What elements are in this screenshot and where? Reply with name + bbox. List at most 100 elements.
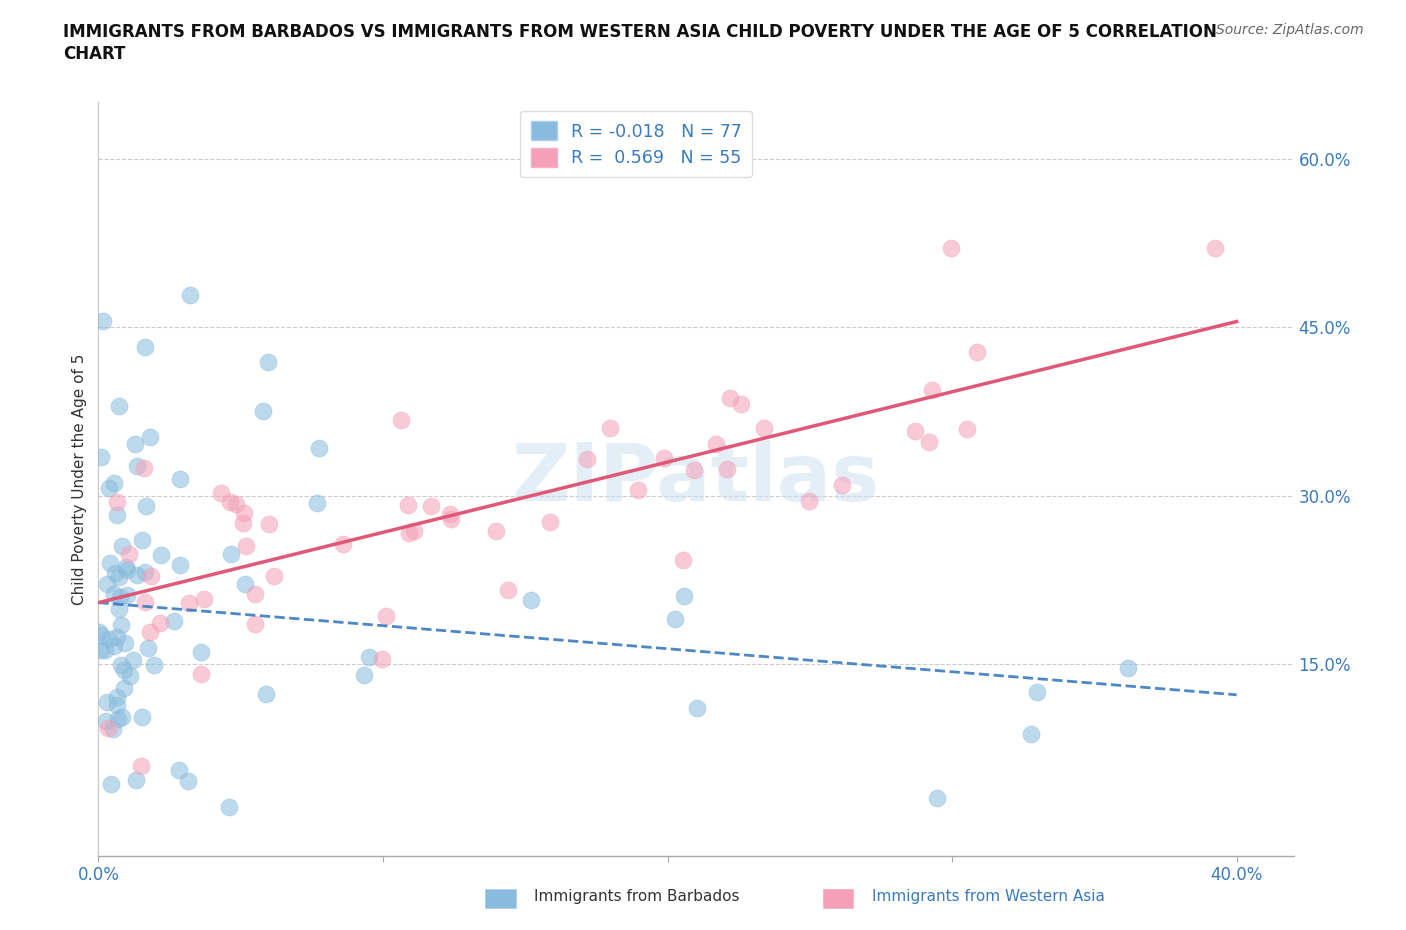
Point xyxy=(121,653,143,668)
Point xyxy=(89,625,111,640)
Point xyxy=(103,475,125,490)
Point xyxy=(118,669,141,684)
Point xyxy=(257,354,280,369)
Point xyxy=(440,512,463,526)
Point xyxy=(371,651,394,666)
Point xyxy=(918,434,941,449)
Point xyxy=(131,532,153,547)
Point xyxy=(519,592,541,607)
Point xyxy=(257,516,280,531)
Point xyxy=(218,799,240,814)
Point xyxy=(139,568,162,583)
Text: IMMIGRANTS FROM BARBADOS VS IMMIGRANTS FROM WESTERN ASIA CHILD POVERTY UNDER THE: IMMIGRANTS FROM BARBADOS VS IMMIGRANTS F… xyxy=(63,23,1218,41)
Point xyxy=(139,430,162,445)
Point xyxy=(110,618,132,632)
Point xyxy=(308,441,330,456)
Point xyxy=(105,630,128,644)
Point xyxy=(115,563,138,578)
Point xyxy=(108,590,131,604)
Point xyxy=(225,497,247,512)
Point xyxy=(179,288,201,303)
Point xyxy=(831,478,853,493)
Point xyxy=(966,345,988,360)
Point xyxy=(125,773,148,788)
Point xyxy=(117,588,139,603)
Point xyxy=(752,421,775,436)
Point xyxy=(576,452,599,467)
Point xyxy=(91,313,114,328)
Point xyxy=(673,588,696,603)
Point xyxy=(107,689,129,704)
Point xyxy=(1204,241,1226,256)
Point xyxy=(138,640,160,655)
Point xyxy=(139,624,162,639)
Point xyxy=(730,397,752,412)
Point xyxy=(233,505,256,520)
Point xyxy=(672,552,695,567)
Text: CHART: CHART xyxy=(63,45,125,62)
Point xyxy=(243,586,266,601)
Point xyxy=(114,560,136,575)
Point xyxy=(111,710,134,724)
Point xyxy=(627,483,650,498)
Point xyxy=(599,420,621,435)
Point xyxy=(799,493,821,508)
Point xyxy=(111,538,134,553)
Point xyxy=(396,498,419,512)
Point xyxy=(143,658,166,672)
Point xyxy=(132,460,155,475)
Point xyxy=(112,680,135,695)
Text: Source: ZipAtlas.com: Source: ZipAtlas.com xyxy=(1216,23,1364,37)
Point xyxy=(98,631,121,646)
Point xyxy=(127,458,149,473)
Point xyxy=(254,687,277,702)
Point xyxy=(664,612,686,627)
Point xyxy=(485,524,508,538)
Point xyxy=(98,556,121,571)
Point xyxy=(683,462,706,477)
Text: Immigrants from Barbados: Immigrants from Barbados xyxy=(534,889,740,904)
Point xyxy=(921,382,943,397)
Point xyxy=(94,643,117,658)
Legend: R = -0.018   N = 77, R =  0.569   N = 55: R = -0.018 N = 77, R = 0.569 N = 55 xyxy=(520,111,752,178)
Point xyxy=(108,399,131,414)
Point xyxy=(1116,660,1139,675)
Point xyxy=(1019,726,1042,741)
Point xyxy=(177,596,200,611)
Point xyxy=(221,547,243,562)
Point xyxy=(1026,684,1049,699)
Point xyxy=(100,777,122,791)
Point xyxy=(131,710,153,724)
Point xyxy=(90,628,112,643)
Point xyxy=(96,577,118,591)
Point xyxy=(105,698,128,712)
Point xyxy=(105,508,128,523)
Point xyxy=(332,537,354,551)
Point xyxy=(112,663,135,678)
Point xyxy=(104,566,127,581)
Point xyxy=(177,774,200,789)
Point xyxy=(129,758,152,773)
Point xyxy=(90,643,112,658)
Point xyxy=(114,635,136,650)
Point xyxy=(243,617,266,631)
Point xyxy=(359,650,381,665)
Point xyxy=(252,404,274,418)
Y-axis label: Child Poverty Under the Age of 5: Child Poverty Under the Age of 5 xyxy=(72,353,87,604)
Point xyxy=(498,583,520,598)
Point xyxy=(209,485,232,500)
Point xyxy=(904,423,927,438)
Point xyxy=(686,701,709,716)
Point xyxy=(97,721,120,736)
Point xyxy=(149,616,172,631)
Point xyxy=(134,565,156,579)
Point xyxy=(190,667,212,682)
Point xyxy=(402,524,425,538)
Point xyxy=(716,461,738,476)
Point xyxy=(307,496,329,511)
Point xyxy=(538,514,561,529)
Point xyxy=(927,790,949,805)
Point xyxy=(263,568,285,583)
Point xyxy=(108,569,131,584)
Point xyxy=(118,546,141,561)
